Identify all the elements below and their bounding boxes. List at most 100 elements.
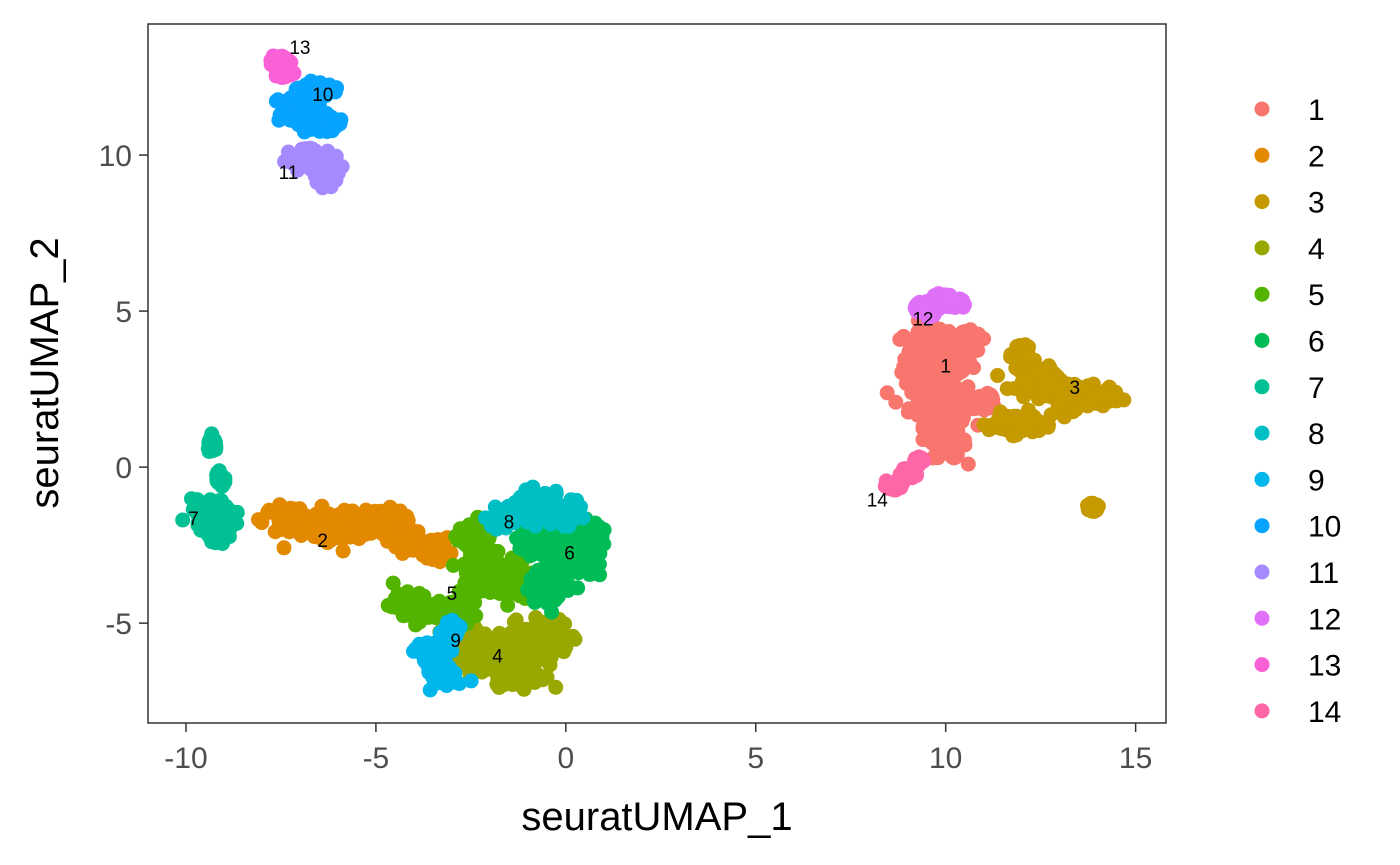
legend-key <box>1254 471 1270 487</box>
data-point <box>514 667 530 683</box>
data-point <box>930 347 946 363</box>
legend-label: 3 <box>1308 187 1325 220</box>
data-point <box>910 455 926 471</box>
data-point <box>355 516 371 532</box>
data-point <box>990 368 1006 383</box>
cluster-3-points <box>976 337 1132 519</box>
data-point <box>950 423 966 439</box>
legend-item-1: 1 <box>1254 94 1325 127</box>
legend-label: 1 <box>1308 94 1325 127</box>
legend-label: 12 <box>1308 603 1341 636</box>
data-point <box>323 172 339 188</box>
data-point <box>548 576 564 592</box>
cluster-label-14: 14 <box>867 490 889 511</box>
legend-key <box>1254 610 1270 626</box>
cluster-2-points <box>251 497 459 570</box>
data-point <box>451 583 467 599</box>
cluster-label-12: 12 <box>912 310 933 331</box>
legend-key <box>1254 379 1270 395</box>
data-point <box>408 617 424 633</box>
data-point <box>440 596 456 612</box>
data-point <box>1070 379 1086 395</box>
data-point <box>573 535 589 551</box>
legend-label: 14 <box>1308 696 1341 729</box>
legend-key <box>1254 101 1270 117</box>
data-point <box>960 333 976 349</box>
legend-label: 4 <box>1308 233 1325 266</box>
data-point <box>904 470 920 486</box>
cluster-label-3: 3 <box>1070 378 1081 399</box>
legend-item-11: 11 <box>1254 557 1339 590</box>
data-point <box>583 566 599 582</box>
cluster-label-8: 8 <box>504 512 515 533</box>
legend-item-7: 7 <box>1254 372 1325 405</box>
data-point <box>976 402 992 418</box>
data-point <box>596 522 612 538</box>
data-point <box>430 675 446 691</box>
data-point <box>473 537 488 553</box>
x-tick-label: 15 <box>1119 742 1152 775</box>
legend-label: 13 <box>1308 650 1341 683</box>
cluster-label-10: 10 <box>312 85 333 106</box>
legend-label: 6 <box>1308 326 1325 359</box>
x-tick-label: 10 <box>929 742 962 775</box>
data-point <box>305 509 321 525</box>
legend-label: 2 <box>1308 140 1325 173</box>
data-point <box>1016 345 1032 361</box>
data-point <box>532 592 548 608</box>
x-tick-label: -10 <box>164 742 207 775</box>
data-point <box>905 384 920 400</box>
data-point <box>316 115 332 131</box>
data-point <box>497 641 513 656</box>
legend-key <box>1254 194 1270 210</box>
points-layer <box>175 48 1132 698</box>
data-point <box>892 332 908 347</box>
legend-label: 11 <box>1308 557 1339 590</box>
data-point <box>472 625 488 641</box>
data-point <box>335 543 351 559</box>
cluster-label-11: 11 <box>279 163 299 184</box>
data-point <box>434 549 449 564</box>
legend-label: 10 <box>1308 511 1341 544</box>
cluster-4-points <box>432 610 583 697</box>
data-point <box>901 401 917 417</box>
data-point <box>960 456 976 472</box>
data-point <box>534 648 550 664</box>
data-point <box>1065 391 1081 407</box>
legend-label: 8 <box>1308 418 1325 451</box>
data-point <box>283 508 298 524</box>
legend-key <box>1254 286 1270 302</box>
legend-key <box>1254 703 1270 719</box>
data-point <box>1017 384 1033 399</box>
data-point <box>337 522 353 538</box>
data-point <box>570 580 586 596</box>
data-point <box>337 510 353 525</box>
legend-item-4: 4 <box>1254 233 1325 266</box>
legend-key <box>1254 333 1270 348</box>
y-tick-label: 5 <box>115 296 132 329</box>
data-point <box>443 662 459 678</box>
data-point <box>1012 411 1028 427</box>
data-point <box>214 478 230 494</box>
data-point <box>938 406 954 422</box>
data-point <box>1043 370 1058 386</box>
data-point <box>525 479 541 495</box>
data-point <box>564 512 580 528</box>
data-point <box>492 586 508 601</box>
legend-item-2: 2 <box>1254 140 1325 173</box>
data-point <box>199 499 215 515</box>
cluster-label-9: 9 <box>450 631 461 652</box>
data-point <box>491 625 507 641</box>
data-point <box>470 657 486 673</box>
x-tick-label: 0 <box>557 742 574 775</box>
data-point <box>554 499 570 515</box>
legend-item-13: 13 <box>1254 650 1341 683</box>
cluster-1-points <box>879 307 1001 472</box>
cluster-label-2: 2 <box>317 531 328 552</box>
cluster-label-13: 13 <box>289 38 310 59</box>
legend-item-9: 9 <box>1254 464 1325 497</box>
cluster-8-points <box>478 479 591 537</box>
data-point <box>278 68 294 84</box>
